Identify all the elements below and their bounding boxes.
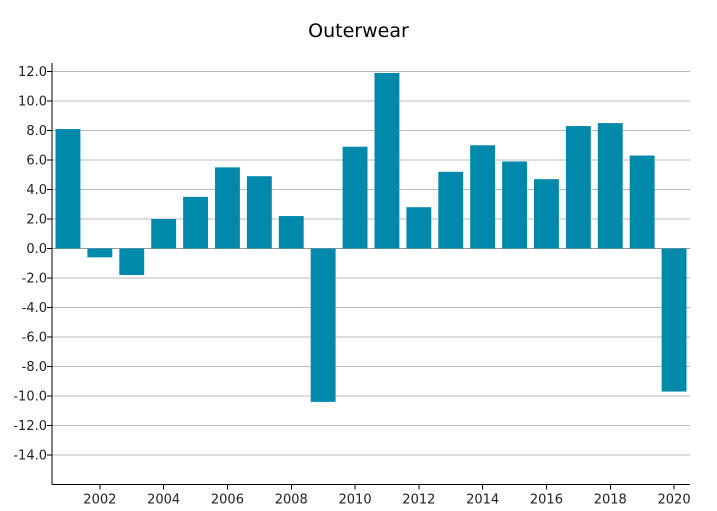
bar-2013 bbox=[438, 171, 464, 249]
y-tick-label: -2.0 bbox=[22, 272, 47, 287]
y-tick-label: -14.0 bbox=[13, 449, 47, 464]
y-tick-label: -8.0 bbox=[22, 360, 47, 375]
y-tick-label: -10.0 bbox=[13, 390, 47, 405]
y-tick-label: -6.0 bbox=[22, 331, 47, 346]
bar-2004 bbox=[151, 219, 177, 249]
y-tick-label: -4.0 bbox=[22, 301, 47, 316]
bar-2020 bbox=[661, 248, 687, 392]
tick-labels: 12.0 10.0 8.0 6.0 4.0 2.0 0.0 -2.0 -4.0 -6.0 -8.0 -… bbox=[13, 65, 690, 508]
bar-2009 bbox=[310, 248, 336, 402]
axes bbox=[47, 63, 690, 490]
y-tick-label: 0.0 bbox=[26, 242, 47, 257]
bar-2019 bbox=[629, 155, 655, 249]
bar-2010 bbox=[342, 146, 368, 249]
x-tick-label: 2010 bbox=[339, 493, 372, 508]
bar-2018 bbox=[597, 123, 623, 249]
bar-2006 bbox=[215, 167, 240, 249]
x-tick-label: 2004 bbox=[147, 493, 180, 508]
x-tick-label: 2012 bbox=[402, 493, 435, 508]
bar-2005 bbox=[183, 196, 208, 249]
x-tick-label: 2018 bbox=[594, 493, 627, 508]
y-tick-label: 6.0 bbox=[26, 154, 47, 169]
bar-2001 bbox=[55, 129, 81, 249]
bars bbox=[55, 72, 687, 402]
y-tick-label: 4.0 bbox=[26, 183, 47, 198]
y-tick-label: 12.0 bbox=[18, 65, 47, 80]
x-tick-label: 2006 bbox=[211, 493, 244, 508]
bar-2012 bbox=[406, 207, 432, 249]
x-tick-label: 2008 bbox=[275, 493, 308, 508]
bar-2011 bbox=[374, 72, 400, 249]
x-tick-label: 2020 bbox=[658, 493, 691, 508]
y-tick-label: 2.0 bbox=[26, 213, 47, 228]
x-tick-label: 2016 bbox=[530, 493, 563, 508]
bar-2017 bbox=[565, 126, 591, 249]
grid-lines bbox=[52, 71, 690, 456]
bar-2008 bbox=[278, 216, 304, 249]
bar-2016 bbox=[534, 179, 559, 249]
bar-2015 bbox=[502, 161, 527, 249]
chart-title: Outerwear bbox=[308, 20, 409, 42]
bar-2002 bbox=[87, 248, 113, 258]
x-tick-label: 2014 bbox=[466, 493, 499, 508]
bar-2014 bbox=[470, 145, 496, 249]
bar-2003 bbox=[119, 248, 145, 276]
x-tick-label: 2002 bbox=[83, 493, 116, 508]
y-tick-label: 10.0 bbox=[18, 95, 47, 110]
y-tick-label: -12.0 bbox=[13, 419, 47, 434]
y-tick-label: 8.0 bbox=[26, 124, 47, 139]
bar-2007 bbox=[246, 176, 272, 249]
